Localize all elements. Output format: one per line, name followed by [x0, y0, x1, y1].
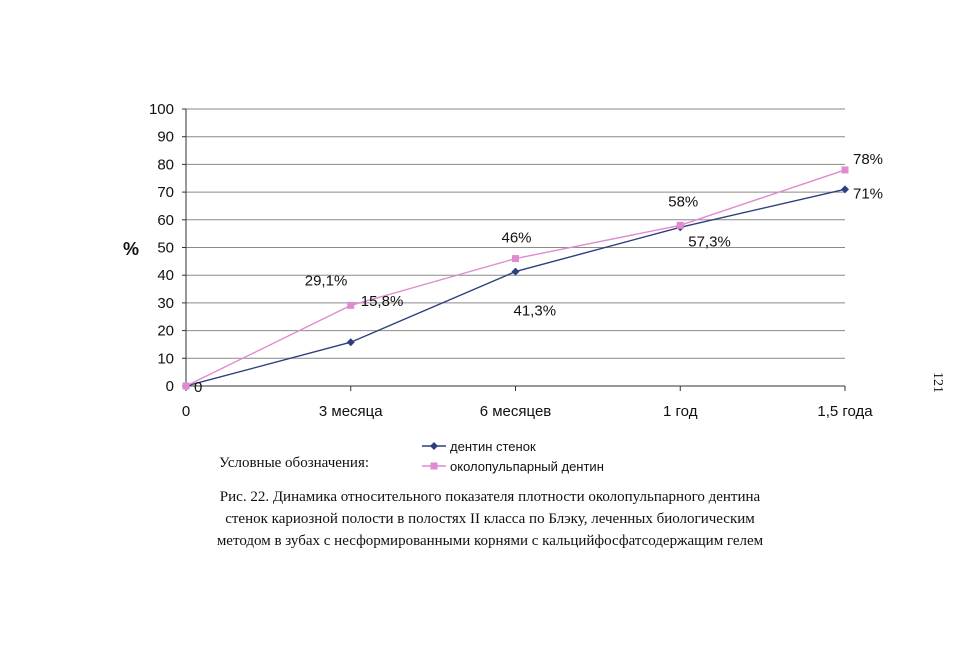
data-label: 15,8% [361, 293, 404, 310]
x-tick-label: 1 год [663, 403, 698, 420]
y-tick-label: 60 [157, 212, 174, 229]
series-line-1 [185, 188, 846, 387]
caption-line-2: стенок кариозной полости в полостях II к… [225, 511, 755, 527]
data-label: 57,3% [688, 233, 731, 250]
legend-title: Условные обозначения: [219, 455, 370, 471]
x-tick-label: 0 [182, 403, 190, 420]
x-tick-label: 3 месяца [319, 403, 383, 420]
data-label: 78% [853, 151, 883, 168]
data-point [841, 166, 849, 174]
data-point [182, 382, 190, 390]
y-tick-label: 100 [149, 101, 174, 118]
data-point [676, 221, 684, 229]
caption-line-3: методом в зубах с несформированными корн… [216, 533, 764, 549]
x-tick-label: 6 месяцев [480, 403, 552, 420]
y-tick-labels: 0 10 20 30 40 50 60 70 80 90 100 [149, 101, 174, 395]
legend-entry: дентин стенок [450, 439, 536, 454]
y-tick-label: 70 [157, 184, 174, 201]
y-tick-label: 30 [157, 295, 174, 312]
axes [182, 108, 846, 391]
legend-entry: околопульпарный дентин [450, 459, 604, 474]
y-axis-label: % [123, 239, 139, 259]
legend-marker [430, 462, 438, 470]
y-tick-label: 80 [157, 156, 174, 173]
data-label: 41,3% [514, 303, 557, 320]
data-point [512, 255, 519, 263]
figure-caption: Рис. 22. Динамика относительного показат… [160, 486, 820, 552]
y-tick-label: 90 [157, 129, 174, 146]
x-tick-label: 1,5 года [817, 403, 873, 420]
caption-line-1: Рис. 22. Динамика относительного показат… [219, 489, 761, 505]
data-point [841, 185, 849, 194]
series-line-2 [185, 169, 846, 387]
data-label: 58% [668, 193, 698, 210]
legend-marker [430, 442, 438, 450]
data-point [347, 301, 355, 309]
y-tick-label: 50 [157, 240, 174, 257]
y-tick-label: 40 [157, 267, 174, 284]
data-label: 71% [853, 185, 883, 202]
grid-lines [186, 108, 845, 359]
page-number: 121 [930, 372, 945, 393]
data-point [346, 338, 355, 347]
data-point [511, 267, 520, 276]
x-tick-labels: 0 3 месяца 6 месяцев 1 год 1,5 года [182, 403, 873, 420]
series [182, 166, 849, 390]
data-label: 29,1% [305, 272, 348, 289]
y-tick-label: 10 [157, 350, 174, 367]
data-label: 46% [502, 230, 532, 247]
y-tick-label: 20 [157, 323, 174, 340]
y-tick-label: 0 [166, 378, 174, 395]
data-label: 0 [194, 379, 202, 396]
data-labels: 0 15,8% 41,3% 57,3% 71% 29,1% 46% 58% 78% [194, 151, 883, 396]
legend: дентин стенок околопульпарный дентин [422, 439, 604, 474]
